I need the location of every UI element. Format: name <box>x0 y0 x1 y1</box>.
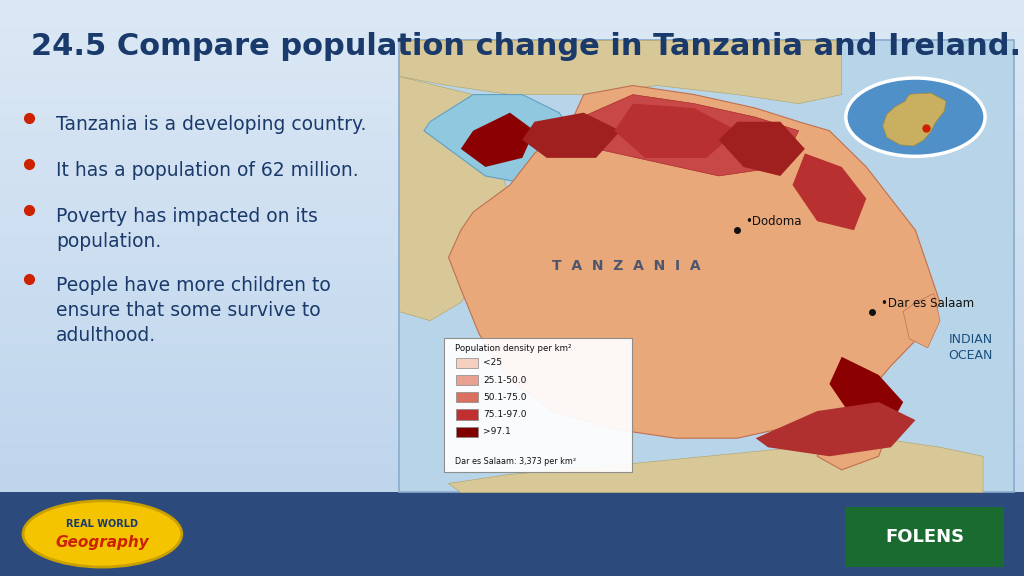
Text: Tanzania is a developing country.: Tanzania is a developing country. <box>56 115 367 134</box>
Text: REAL WORLD: REAL WORLD <box>67 519 138 529</box>
Text: •Dar es Salaam: •Dar es Salaam <box>881 297 974 310</box>
Polygon shape <box>903 294 940 348</box>
Bar <box>456 358 478 368</box>
Text: •Dodoma: •Dodoma <box>745 215 802 229</box>
Text: FOLENS: FOLENS <box>885 528 965 547</box>
Polygon shape <box>449 86 940 470</box>
Circle shape <box>846 78 985 156</box>
Text: 50.1-75.0: 50.1-75.0 <box>483 393 526 402</box>
Polygon shape <box>399 77 510 321</box>
Polygon shape <box>424 94 584 185</box>
Polygon shape <box>399 40 842 104</box>
Text: 75.1-97.0: 75.1-97.0 <box>483 410 526 419</box>
Bar <box>456 392 478 403</box>
Text: Geography: Geography <box>55 535 150 550</box>
Text: >97.1: >97.1 <box>483 427 511 437</box>
Ellipse shape <box>24 501 182 567</box>
Polygon shape <box>793 153 866 230</box>
Text: It has a population of 62 million.: It has a population of 62 million. <box>56 161 359 180</box>
FancyBboxPatch shape <box>444 338 632 472</box>
Text: Dar es Salaam: 3,373 per km²: Dar es Salaam: 3,373 per km² <box>455 457 575 466</box>
Bar <box>456 427 478 437</box>
Polygon shape <box>522 113 621 158</box>
Text: <25: <25 <box>483 358 503 367</box>
Polygon shape <box>719 122 805 176</box>
Text: People have more children to
ensure that some survive to
adulthood.: People have more children to ensure that… <box>56 276 331 346</box>
Polygon shape <box>559 94 799 176</box>
Text: 25.1-50.0: 25.1-50.0 <box>483 376 526 385</box>
Text: INDIAN
OCEAN: INDIAN OCEAN <box>948 334 993 362</box>
Polygon shape <box>449 438 983 492</box>
Polygon shape <box>614 104 737 158</box>
Bar <box>456 410 478 420</box>
Bar <box>0 492 1024 576</box>
Text: T  A  N  Z  A  N  I  A: T A N Z A N I A <box>552 259 701 274</box>
Text: 24.5 Compare population change in Tanzania and Ireland.: 24.5 Compare population change in Tanzan… <box>31 32 1021 60</box>
Text: Poverty has impacted on its
population.: Poverty has impacted on its population. <box>56 207 318 251</box>
FancyBboxPatch shape <box>845 507 1004 567</box>
Polygon shape <box>461 113 535 167</box>
Bar <box>456 375 478 385</box>
Text: Population density per km²: Population density per km² <box>455 344 571 353</box>
Polygon shape <box>756 402 915 456</box>
Polygon shape <box>883 93 946 146</box>
Polygon shape <box>829 357 903 425</box>
Bar <box>399 40 1014 492</box>
